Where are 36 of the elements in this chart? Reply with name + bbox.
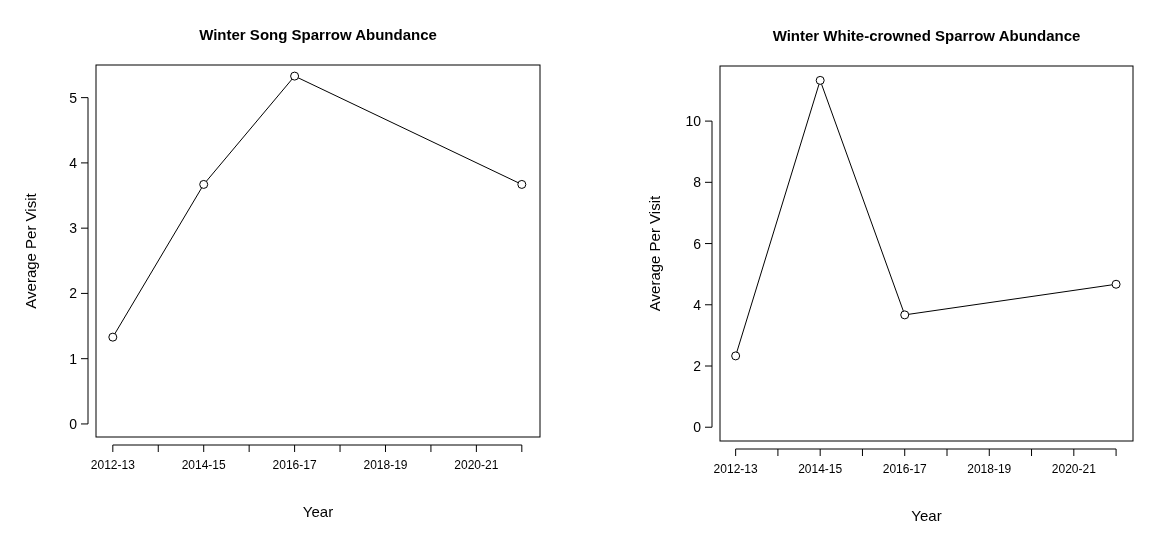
y-axis-title: Average Per Visit bbox=[22, 192, 39, 309]
x-tick-label: 2020-21 bbox=[454, 458, 499, 472]
x-tick-label: 2018-19 bbox=[967, 462, 1012, 476]
point bbox=[1111, 279, 1121, 289]
point bbox=[290, 71, 300, 81]
x-tick-label: 2014-15 bbox=[798, 462, 843, 476]
x-tick-label: 2012-13 bbox=[90, 458, 136, 472]
y-axis-title: Average Per Visit bbox=[646, 195, 663, 312]
x-axis-title: Year bbox=[302, 503, 334, 520]
point bbox=[199, 179, 209, 189]
x-tick-label: 2018-19 bbox=[363, 458, 408, 472]
point bbox=[900, 310, 910, 320]
y-tick-label: 1 bbox=[69, 350, 78, 367]
y-tick-label: 10 bbox=[685, 113, 702, 130]
point bbox=[108, 332, 118, 342]
point bbox=[815, 75, 825, 85]
y-tick-label: 3 bbox=[69, 220, 78, 237]
y-tick-label: 2 bbox=[69, 285, 78, 302]
chart-title: Winter White-crowned Sparrow Abundance bbox=[772, 27, 1081, 44]
chart-title: Winter Song Sparrow Abundance bbox=[199, 26, 437, 43]
x-tick-label: 2016-17 bbox=[272, 458, 317, 472]
x-axis-title: Year bbox=[911, 507, 942, 524]
point bbox=[731, 351, 741, 361]
y-tick-label: 4 bbox=[69, 154, 78, 171]
x-tick-label: 2012-13 bbox=[713, 462, 758, 476]
y-tick-label: 8 bbox=[693, 174, 702, 191]
x-tick-label: 2016-17 bbox=[882, 462, 928, 476]
x-tick-label: 2014-15 bbox=[181, 458, 227, 472]
y-tick-label: 0 bbox=[69, 415, 78, 432]
x-tick-label: 2020-21 bbox=[1051, 462, 1097, 476]
y-tick-label: 6 bbox=[693, 235, 702, 252]
y-tick-label: 0 bbox=[693, 419, 702, 436]
point bbox=[517, 179, 527, 189]
y-tick-label: 2 bbox=[693, 358, 702, 374]
y-tick-label: 5 bbox=[69, 89, 78, 106]
y-tick-label: 4 bbox=[693, 296, 702, 313]
